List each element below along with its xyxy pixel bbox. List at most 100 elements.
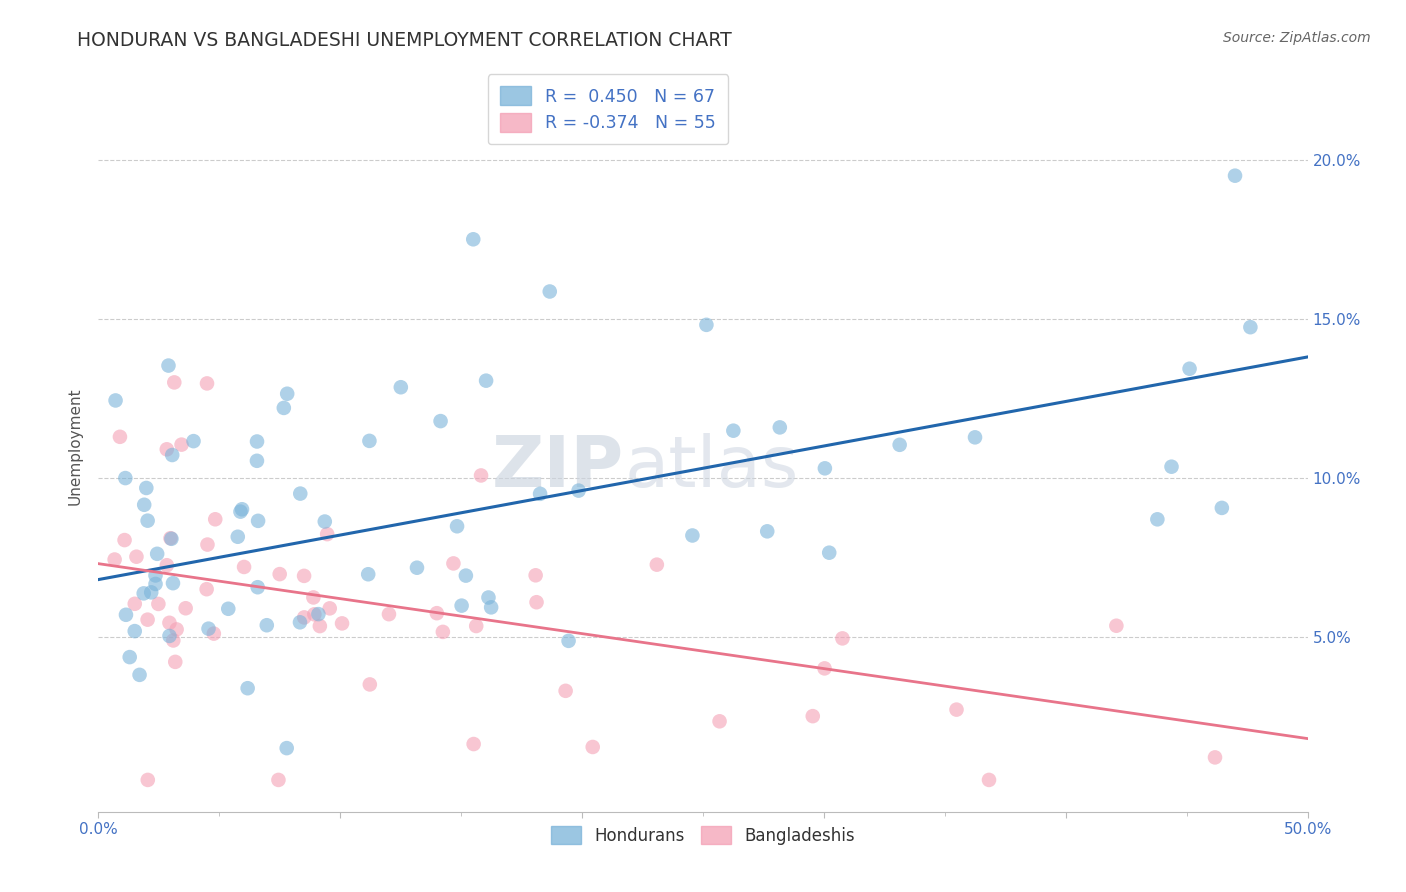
- Point: [465, 619, 488, 633]
- Point: [247, 514, 270, 528]
- Point: [769, 420, 792, 434]
- Point: [197, 538, 219, 552]
- Text: Source: ZipAtlas.com: Source: ZipAtlas.com: [1223, 31, 1371, 45]
- Point: [818, 546, 841, 560]
- Point: [479, 600, 502, 615]
- Point: [813, 661, 835, 675]
- Point: [162, 633, 184, 648]
- Point: [159, 615, 181, 630]
- Point: [681, 528, 703, 542]
- Point: [114, 533, 136, 547]
- Point: [1204, 750, 1226, 764]
- Point: [118, 650, 141, 665]
- Point: [330, 616, 353, 631]
- Legend: Hondurans, Bangladeshis: Hondurans, Bangladeshis: [541, 816, 865, 855]
- Point: [529, 487, 551, 501]
- Y-axis label: Unemployment: Unemployment: [67, 387, 83, 505]
- Point: [429, 414, 451, 428]
- Point: [132, 586, 155, 600]
- Point: [314, 515, 336, 529]
- Point: [406, 560, 429, 574]
- Point: [170, 437, 193, 451]
- Point: [554, 683, 576, 698]
- Point: [463, 737, 485, 751]
- Point: [582, 739, 605, 754]
- Point: [524, 568, 547, 582]
- Point: [814, 461, 837, 475]
- Point: [197, 622, 219, 636]
- Text: HONDURAN VS BANGLADESHI UNEMPLOYMENT CORRELATION CHART: HONDURAN VS BANGLADESHI UNEMPLOYMENT COR…: [77, 31, 733, 50]
- Point: [695, 318, 717, 332]
- Point: [1146, 512, 1168, 526]
- Point: [302, 591, 325, 605]
- Point: [290, 486, 312, 500]
- Point: [470, 468, 492, 483]
- Text: atlas: atlas: [624, 434, 799, 502]
- Point: [166, 623, 188, 637]
- Point: [475, 374, 498, 388]
- Point: [292, 569, 315, 583]
- Point: [1105, 618, 1128, 632]
- Point: [136, 772, 159, 787]
- Point: [756, 524, 779, 539]
- Point: [229, 505, 252, 519]
- Point: [141, 585, 163, 599]
- Point: [165, 655, 187, 669]
- Point: [273, 401, 295, 415]
- Point: [145, 577, 167, 591]
- Point: [945, 703, 967, 717]
- Point: [389, 380, 412, 394]
- Point: [709, 714, 731, 729]
- Point: [1160, 459, 1182, 474]
- Point: [128, 668, 150, 682]
- Point: [134, 498, 156, 512]
- Point: [226, 530, 249, 544]
- Point: [157, 359, 180, 373]
- Point: [163, 376, 186, 390]
- Point: [183, 434, 205, 449]
- Point: [162, 576, 184, 591]
- Point: [246, 580, 269, 594]
- Point: [246, 434, 269, 449]
- Point: [256, 618, 278, 632]
- Point: [359, 677, 381, 691]
- Point: [977, 772, 1000, 787]
- Point: [292, 610, 315, 624]
- Point: [136, 514, 159, 528]
- Point: [801, 709, 824, 723]
- Point: [159, 531, 181, 545]
- Point: [269, 567, 291, 582]
- Point: [124, 597, 146, 611]
- Point: [308, 619, 330, 633]
- Point: [146, 547, 169, 561]
- Point: [156, 558, 179, 573]
- Point: [276, 741, 298, 756]
- Point: [432, 624, 454, 639]
- Point: [359, 434, 381, 448]
- Point: [124, 624, 146, 639]
- Point: [288, 615, 311, 630]
- Point: [233, 560, 256, 574]
- Point: [319, 601, 342, 615]
- Point: [1223, 169, 1246, 183]
- Point: [304, 607, 326, 622]
- Point: [195, 582, 218, 597]
- Point: [538, 285, 561, 299]
- Point: [723, 424, 745, 438]
- Point: [160, 448, 183, 462]
- Point: [378, 607, 401, 622]
- Point: [526, 595, 548, 609]
- Point: [316, 527, 339, 541]
- Point: [276, 386, 298, 401]
- Point: [195, 376, 218, 391]
- Point: [450, 599, 472, 613]
- Point: [889, 438, 911, 452]
- Point: [831, 632, 853, 646]
- Point: [426, 606, 449, 620]
- Text: ZIP: ZIP: [492, 434, 624, 502]
- Point: [115, 607, 138, 622]
- Point: [202, 626, 225, 640]
- Point: [114, 471, 136, 485]
- Point: [463, 232, 485, 246]
- Point: [159, 629, 181, 643]
